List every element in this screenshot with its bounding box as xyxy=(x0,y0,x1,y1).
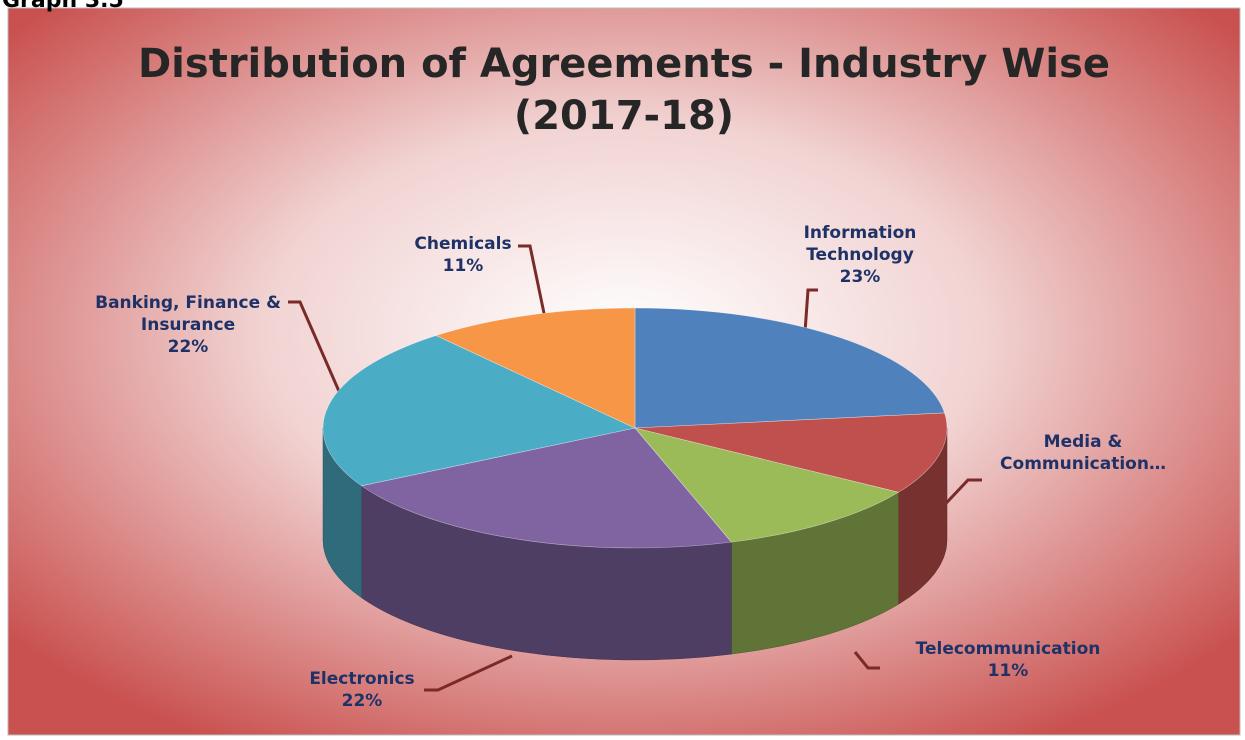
slice xyxy=(322,335,636,487)
label-category: Information Technology xyxy=(803,223,917,265)
label-value: 22% xyxy=(341,691,383,711)
data-label: Electronics 22% xyxy=(287,668,437,712)
pie xyxy=(322,307,948,661)
title-line: (2017-18) xyxy=(513,93,735,139)
leader-line xyxy=(424,654,513,692)
label-value: 23% xyxy=(839,267,881,287)
slice xyxy=(435,307,636,429)
label-value: 22% xyxy=(167,337,209,357)
slice xyxy=(360,427,732,549)
data-label: Chemicals 11% xyxy=(388,233,538,277)
title-line: Distribution of Agreements - Industry Wi… xyxy=(137,41,1111,87)
leader-line xyxy=(518,244,547,319)
leader-line xyxy=(288,300,347,406)
data-label: Media & Communication… xyxy=(988,431,1178,475)
label-category: Chemicals xyxy=(414,234,512,254)
label-category: Telecommunication xyxy=(915,639,1101,659)
leader-line xyxy=(853,651,880,670)
caption: Graph 3.5 xyxy=(2,0,124,13)
label-category: Electronics xyxy=(309,669,415,689)
slice xyxy=(634,307,945,429)
data-label: Telecommunication 11% xyxy=(893,638,1123,682)
label-value: 11% xyxy=(442,256,484,276)
chart-title: Distribution of Agreements - Industry Wi… xyxy=(8,38,1240,142)
label-category: Banking, Finance & Insurance xyxy=(95,293,281,335)
slice xyxy=(634,412,948,493)
data-label: Information Technology 23% xyxy=(775,222,945,288)
label-category: Media & Communication… xyxy=(1000,432,1166,474)
data-label: Banking, Finance & Insurance 22% xyxy=(78,292,298,358)
leader-line xyxy=(803,288,818,333)
slice xyxy=(634,427,900,543)
label-value: 11% xyxy=(987,661,1029,681)
